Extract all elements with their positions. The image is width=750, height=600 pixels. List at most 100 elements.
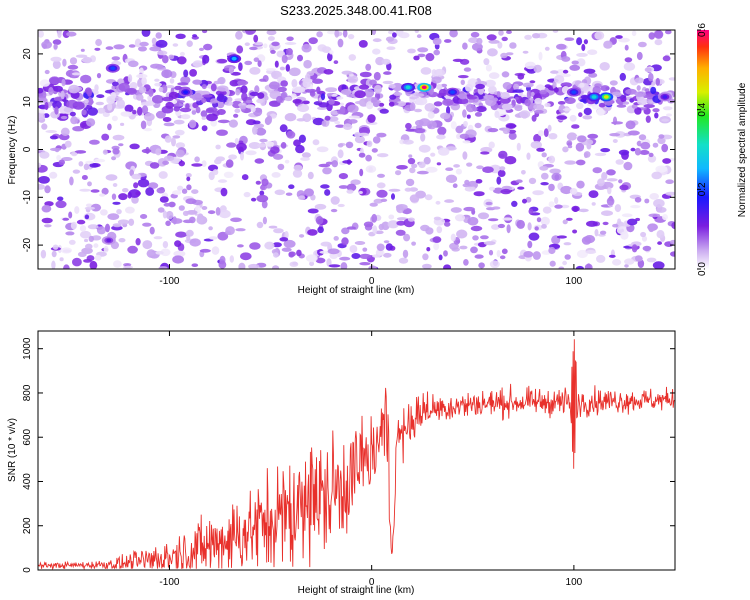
speckle — [491, 224, 500, 230]
speckle — [625, 120, 636, 130]
speckle — [358, 132, 370, 137]
speckle — [230, 217, 242, 223]
speckle — [462, 140, 471, 144]
speckle — [347, 34, 355, 40]
speckle — [177, 82, 189, 86]
speckle — [592, 85, 601, 95]
speckle — [497, 223, 505, 229]
speckle — [619, 184, 629, 191]
speckle — [340, 89, 352, 95]
speckle — [445, 174, 458, 183]
speckle — [284, 159, 290, 164]
speckle — [566, 217, 573, 221]
speckle — [494, 110, 500, 118]
speckle — [243, 191, 251, 198]
speckle — [177, 100, 185, 104]
speckle — [536, 217, 542, 223]
speckle — [265, 141, 274, 147]
speckle — [455, 168, 462, 175]
speckle — [240, 151, 244, 161]
speckle — [533, 104, 545, 110]
speckle — [488, 72, 500, 79]
speckle — [68, 239, 76, 245]
speckle — [548, 155, 556, 164]
speckle — [323, 69, 334, 75]
speckle — [463, 206, 476, 212]
speckle — [336, 96, 344, 100]
speckle — [61, 78, 66, 87]
snr-ylabel: SNR (10 * v/v) — [7, 418, 18, 482]
speckle — [208, 226, 213, 231]
speckle — [358, 84, 370, 90]
speckle — [129, 82, 138, 90]
speckle — [318, 102, 329, 108]
speckle — [381, 58, 391, 65]
speckle — [281, 247, 292, 252]
speckle — [173, 106, 180, 112]
speckle — [576, 58, 586, 67]
speckle — [526, 90, 532, 99]
speckle — [389, 94, 397, 100]
speckle — [124, 104, 134, 113]
speckle — [216, 100, 225, 109]
speckle — [522, 50, 529, 54]
speckle — [320, 184, 330, 189]
speckle — [524, 98, 531, 107]
speckle — [580, 94, 589, 100]
speckle — [492, 97, 498, 102]
speckle — [165, 210, 174, 220]
speckle — [616, 226, 629, 235]
speckle — [40, 249, 47, 259]
speckle — [185, 173, 192, 178]
speckle — [112, 183, 118, 187]
speckle — [58, 159, 65, 166]
speckle — [324, 115, 331, 121]
speckle — [97, 107, 106, 114]
speckle — [458, 93, 468, 100]
speckle — [532, 251, 541, 260]
speckle — [354, 135, 365, 144]
speckle — [365, 63, 372, 71]
speckle — [87, 224, 99, 230]
speckle — [576, 37, 583, 46]
speckle — [174, 85, 183, 91]
speckle — [225, 226, 235, 236]
speckle — [120, 122, 125, 126]
speckle — [316, 86, 321, 94]
speckle — [418, 144, 431, 153]
speckle — [488, 218, 499, 222]
speckle — [249, 67, 261, 75]
speckle — [444, 199, 455, 203]
speckle — [111, 85, 116, 90]
y-tick-label: 20 — [22, 48, 33, 60]
speckle — [369, 202, 378, 207]
speckle — [189, 238, 201, 247]
speckle — [255, 127, 267, 136]
speckle — [562, 146, 569, 153]
speckle — [38, 109, 45, 114]
speckle — [422, 253, 429, 261]
speckle — [162, 241, 169, 249]
y-tick-label: 0 — [22, 567, 33, 573]
speckle — [631, 244, 638, 253]
speckle — [236, 45, 244, 54]
speckle — [111, 115, 118, 122]
speckle — [539, 165, 549, 171]
y-tick-label: 10 — [22, 96, 33, 108]
speckle — [337, 149, 344, 159]
speckle — [174, 240, 182, 248]
speckle — [542, 206, 552, 214]
speckle — [634, 147, 642, 156]
speckle — [438, 254, 443, 261]
speckle — [424, 103, 436, 112]
speckle — [312, 78, 323, 84]
speckle — [201, 97, 207, 104]
speckle — [415, 93, 425, 97]
speckle — [501, 71, 510, 78]
speckle — [644, 198, 650, 204]
speckle — [414, 128, 426, 134]
speckle — [84, 99, 89, 104]
speckle — [229, 255, 234, 263]
speckle — [524, 34, 532, 40]
speckle — [249, 46, 258, 51]
